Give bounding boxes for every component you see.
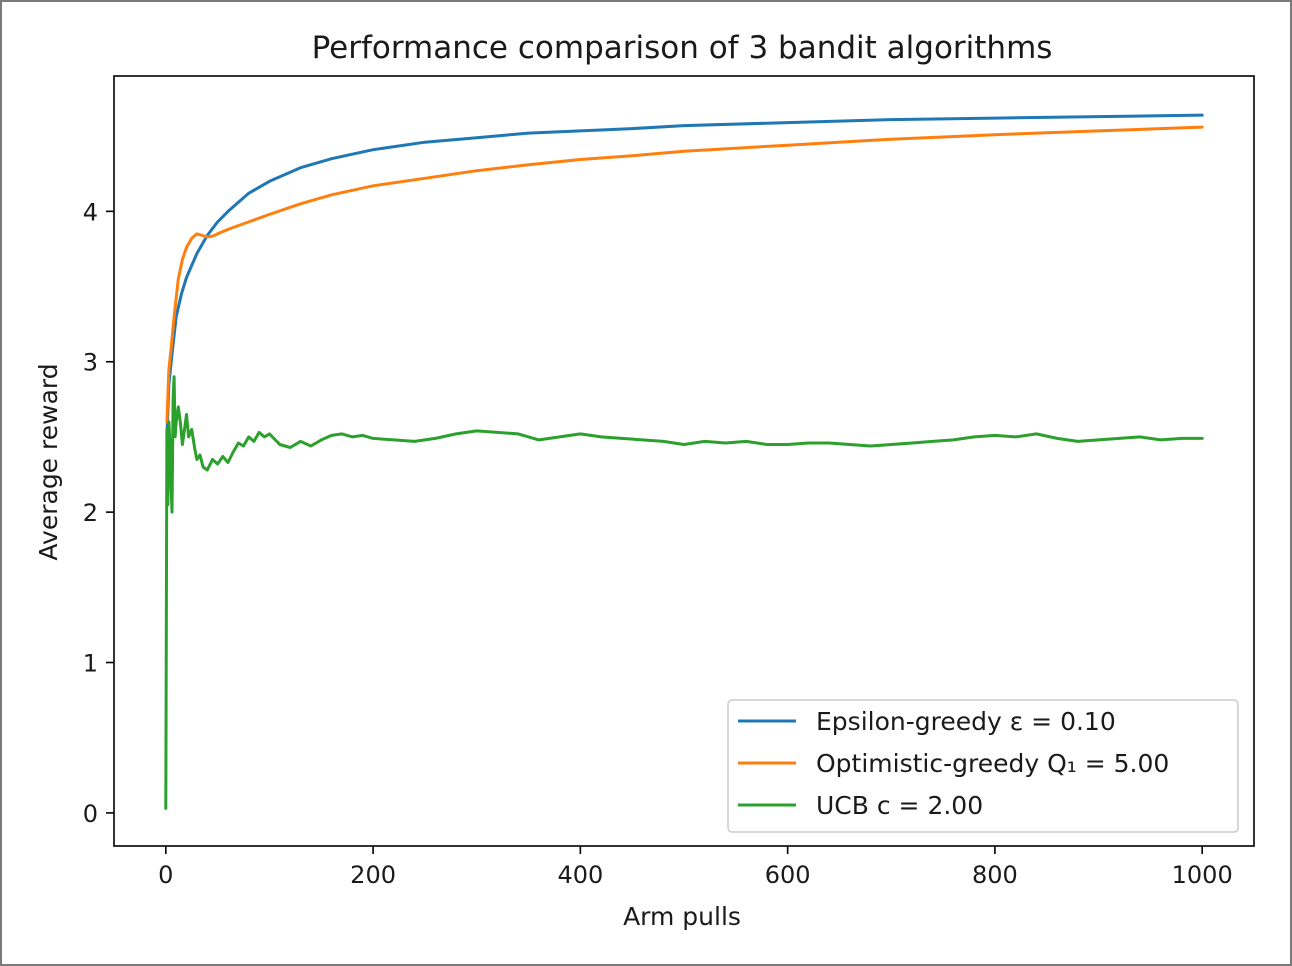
y-tick-label: 4: [83, 198, 98, 226]
y-axis: 0 1 2 3 4: [83, 198, 114, 828]
x-axis-label: Arm pulls: [623, 902, 741, 931]
x-tick-label: 200: [350, 861, 396, 889]
x-tick-label: 600: [765, 861, 811, 889]
plot-area-border: [113, 75, 1255, 847]
y-tick-label: 1: [83, 650, 98, 678]
chart-title: Performance comparison of 3 bandit algor…: [312, 30, 1053, 66]
x-tick-label: 400: [557, 861, 603, 889]
x-tick-label: 0: [158, 861, 173, 889]
y-tick-label: 3: [83, 349, 98, 377]
legend-label-1: Optimistic-greedy Q₁ = 5.00: [816, 749, 1169, 778]
series-line-1: [165, 125, 1204, 424]
y-tick-label: 0: [83, 800, 98, 828]
series-line-0: [165, 113, 1204, 439]
legend-box: [727, 699, 1239, 833]
plot-series: [164, 113, 1204, 810]
y-tick-label: 2: [83, 499, 98, 527]
legend-label-2: UCB c = 2.00: [816, 791, 983, 820]
series-line-2: [164, 375, 1204, 810]
legend-label-0: Epsilon-greedy ε = 0.10: [816, 707, 1116, 736]
x-tick-label: 800: [972, 861, 1018, 889]
x-axis: 0 200 400 600 800 1000: [158, 846, 1233, 889]
y-axis-label: Average reward: [34, 363, 63, 560]
x-tick-label: 1000: [1172, 861, 1233, 889]
legend: Epsilon-greedy ε = 0.10 Optimistic-greedy…: [727, 699, 1239, 833]
